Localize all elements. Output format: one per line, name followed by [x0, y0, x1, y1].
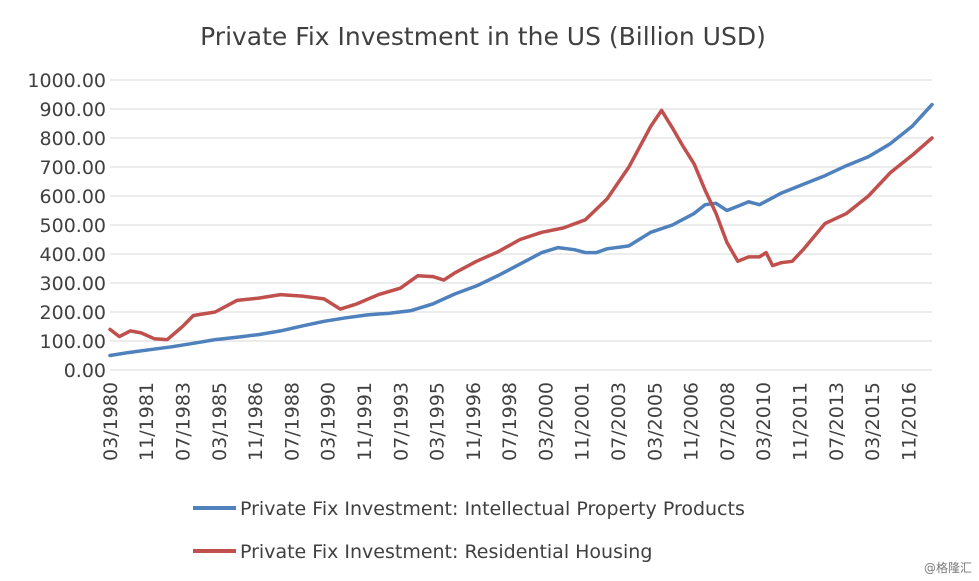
x-tick-label: 07/1993 [390, 382, 412, 461]
y-tick-label: 500.00 [40, 215, 106, 237]
x-tick-label: 03/2015 [862, 382, 884, 461]
x-tick-label: 11/2011 [789, 382, 811, 461]
x-tick-label: 03/1985 [209, 382, 231, 461]
x-tick-label: 11/1996 [463, 382, 485, 461]
y-tick-label: 200.00 [40, 302, 106, 324]
x-tick-label: 11/1981 [136, 382, 158, 461]
x-tick-label: 11/1991 [354, 382, 376, 461]
legend-label: Private Fix Investment: Residential Hous… [240, 541, 652, 563]
x-tick-label: 07/1998 [499, 382, 521, 461]
x-tick-label: 11/1986 [245, 382, 267, 461]
x-tick-label: 11/2001 [572, 382, 594, 461]
chart-title: Private Fix Investment in the US (Billio… [200, 22, 766, 51]
x-tick-label: 11/2016 [898, 382, 920, 461]
series-lines [108, 102, 934, 358]
legend-label: Private Fix Investment: Intellectual Pro… [240, 498, 745, 520]
x-tick-label: 07/1983 [173, 382, 195, 461]
series-line-residential-housing [108, 108, 934, 342]
watermark: @格隆汇 [924, 560, 972, 575]
y-tick-label: 700.00 [40, 157, 106, 179]
y-axis-ticks: 0.00 100.00 200.00 300.00 400.00 500.00 600.00… [27, 70, 106, 382]
x-tick-label: 11/2006 [681, 382, 703, 461]
y-tick-label: 800.00 [40, 128, 106, 150]
y-tick-label: 0.00 [64, 360, 106, 382]
y-tick-label: 600.00 [40, 186, 106, 208]
y-tick-label: 400.00 [40, 244, 106, 266]
y-tick-label: 900.00 [40, 99, 106, 121]
grid [110, 79, 932, 371]
x-tick-label: 03/1990 [318, 382, 340, 461]
x-tick-label: 03/1980 [100, 382, 122, 461]
x-tick-label: 07/1988 [281, 382, 303, 461]
y-tick-label: 1000.00 [27, 70, 106, 92]
x-tick-label: 03/2010 [753, 382, 775, 461]
y-tick-label: 100.00 [40, 331, 106, 353]
x-tick-label: 07/2013 [826, 382, 848, 461]
y-tick-label: 300.00 [40, 273, 106, 295]
x-tick-label: 03/1995 [427, 382, 449, 461]
x-axis-ticks: 03/1980 11/1981 07/1983 03/1985 11/1986 07/19… [100, 382, 920, 461]
series-line-intellectual-property [108, 102, 934, 358]
x-tick-label: 07/2003 [608, 382, 630, 461]
x-tick-label: 03/2005 [644, 382, 666, 461]
x-tick-label: 03/2000 [535, 382, 557, 461]
x-tick-label: 07/2008 [717, 382, 739, 461]
legend: Private Fix Investment: Intellectual Pro… [193, 498, 745, 563]
